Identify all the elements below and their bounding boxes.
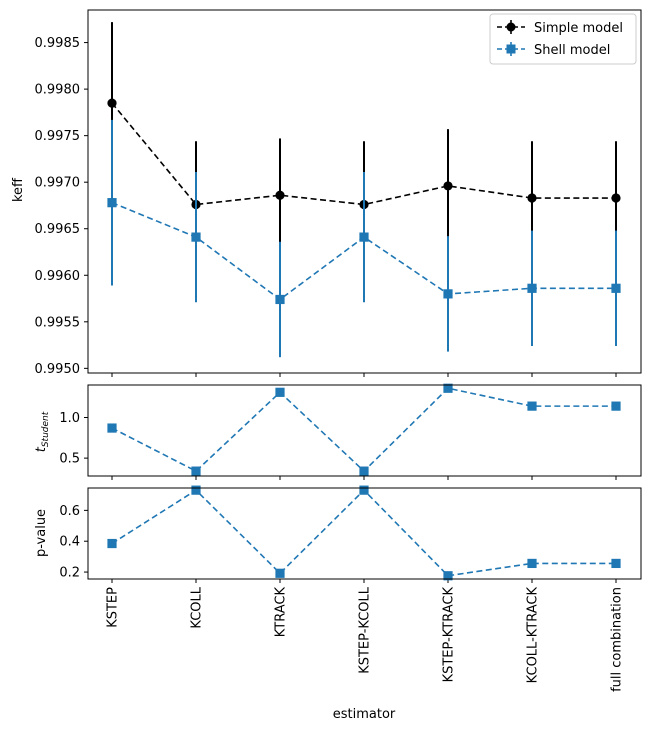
- p-value-panel: p-value 0.2 0.4 0.6 KSTEP KCOLL KTRACK KSTEP-…: [34, 485, 642, 722]
- y-axis-label-t-student: tStudent: [34, 411, 51, 452]
- shell-model-point-kstep-ktrack: [443, 289, 453, 299]
- simple-model-point-kstep-ktrack: [443, 181, 453, 191]
- keff-ytick-label: 0.9980: [35, 83, 81, 98]
- t-student-series-point-kstep-kcoll: [359, 466, 369, 476]
- keff-ytick-label: 0.9960: [35, 269, 81, 284]
- simple-model-point-kcoll-ktrack: [527, 193, 537, 203]
- p-value-ytick-label: 0.6: [59, 504, 80, 519]
- t-student-series-point-kcoll-ktrack: [527, 401, 537, 411]
- keff-panel-frame: [87, 9, 642, 374]
- t-student-series-point-ktrack: [275, 387, 285, 397]
- xtick-label-kcoll-ktrack: KCOLL-KTRACK: [526, 587, 541, 684]
- p-value-series-point-ktrack: [275, 568, 285, 578]
- keff-ytick-label: 0.9985: [35, 36, 81, 51]
- simple-model-point-full-combination: [611, 193, 621, 203]
- shell-model-point-kstep-kcoll: [359, 232, 369, 242]
- t-student-series-point-kstep: [107, 423, 117, 433]
- t-student-ytick-label: 1.0: [59, 411, 80, 426]
- p-value-series-line: [111, 489, 616, 577]
- legend-box: [489, 13, 637, 65]
- keff-ytick-label: 0.9950: [35, 362, 81, 377]
- keff-ytick-label: 0.9970: [35, 176, 81, 191]
- p-value-panel-frame: [87, 487, 642, 580]
- p-value-series-point-kcoll: [191, 485, 201, 495]
- simple-model-point-kstep: [107, 98, 117, 108]
- keff-ytick-label: 0.9955: [35, 315, 81, 330]
- shell-model-point-full-combination: [611, 283, 621, 293]
- p-value-series-point-kstep-kcoll: [359, 485, 369, 495]
- keff-ytick-label: 0.9965: [35, 222, 81, 237]
- p-value-ytick-label: 0.4: [59, 535, 80, 550]
- y-axis-label-keff: keff: [11, 177, 26, 202]
- shell-model-point-ktrack: [275, 294, 285, 305]
- legend-label-simple-model: Simple model: [534, 21, 623, 36]
- shell-model-point-kcoll-ktrack: [527, 283, 537, 293]
- legend-marker-shell-model: [506, 44, 516, 54]
- keff-panel: keff 0.9950 0.9955 0.9960 0.9965 0.9970 0.997…: [11, 9, 642, 377]
- simple-model-point-ktrack: [275, 190, 285, 200]
- p-value-series-point-kstep-ktrack: [443, 571, 453, 581]
- t-student-series-point-kstep-ktrack: [443, 383, 453, 393]
- xtick-label-full-combination: full combination: [610, 587, 625, 692]
- t-student-panel-frame: [87, 384, 642, 477]
- p-value-ytick-label: 0.2: [59, 566, 80, 581]
- shell-model-point-kstep: [107, 198, 117, 208]
- xtick-label-kstep-kcoll: KSTEP-KCOLL: [358, 586, 373, 674]
- xtick-label-kstep: KSTEP: [106, 587, 121, 628]
- y-axis-label-t: t: [34, 446, 49, 452]
- xtick-label-kstep-ktrack: KSTEP-KTRACK: [442, 587, 457, 683]
- t-student-series-line: [111, 387, 616, 473]
- xtick-label-kcoll: KCOLL: [190, 586, 205, 628]
- p-value-series-point-kstep: [107, 538, 117, 549]
- x-axis-label-estimator: estimator: [333, 707, 396, 722]
- t-student-panel: tStudent 0.5 1.0: [34, 383, 642, 480]
- legend: Simple model Shell model: [489, 13, 637, 65]
- t-student-series-point-full-combination: [611, 401, 621, 411]
- shell-model-point-kcoll: [191, 232, 201, 242]
- t-student-ytick-label: 0.5: [59, 452, 80, 467]
- legend-label-shell-model: Shell model: [534, 43, 610, 58]
- y-axis-label-student: Student: [41, 411, 51, 447]
- p-value-series-point-full-combination: [611, 558, 621, 569]
- t-student-series-point-kcoll: [191, 466, 201, 476]
- y-axis-label-p-value: p-value: [34, 509, 49, 557]
- xtick-label-ktrack: KTRACK: [274, 587, 289, 638]
- keff-ytick-label: 0.9975: [35, 129, 81, 144]
- p-value-series-point-kcoll-ktrack: [527, 558, 537, 569]
- legend-marker-simple-model: [506, 22, 516, 32]
